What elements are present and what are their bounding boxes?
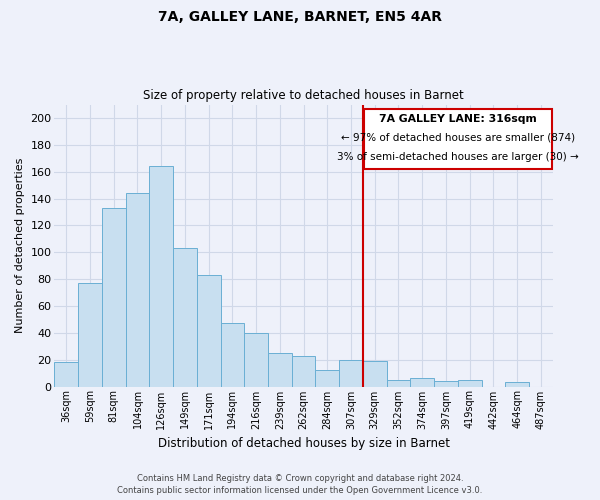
Bar (55, 362, 78, 386)
Text: 7A, GALLEY LANE, BARNET, EN5 4AR: 7A, GALLEY LANE, BARNET, EN5 4AR (158, 10, 442, 24)
Bar (292, 356, 316, 386)
Title: Size of property relative to detached houses in Barnet: Size of property relative to detached ho… (143, 89, 464, 102)
Text: ← 97% of detached houses are smaller (874): ← 97% of detached houses are smaller (87… (341, 133, 575, 143)
Bar (102, 208, 125, 386)
Bar (339, 360, 363, 386)
Bar (268, 353, 292, 386)
X-axis label: Distribution of detached houses by size in Barnet: Distribution of detached houses by size … (158, 437, 449, 450)
Bar (410, 378, 434, 386)
Bar (458, 380, 482, 386)
Bar (244, 333, 268, 386)
Text: Contains HM Land Registry data © Crown copyright and database right 2024.
Contai: Contains HM Land Registry data © Crown c… (118, 474, 482, 495)
Text: 7A GALLEY LANE: 316sqm: 7A GALLEY LANE: 316sqm (379, 114, 536, 124)
Bar (149, 166, 173, 386)
Bar (316, 370, 339, 386)
Bar (78, 283, 102, 387)
Bar (386, 380, 410, 386)
Bar (197, 275, 221, 386)
FancyBboxPatch shape (364, 108, 551, 169)
Y-axis label: Number of detached properties: Number of detached properties (15, 158, 25, 333)
Bar (363, 361, 386, 386)
Text: 3% of semi-detached houses are larger (30) →: 3% of semi-detached houses are larger (3… (337, 152, 578, 162)
Bar (505, 382, 529, 386)
Bar (221, 324, 244, 386)
Bar (434, 381, 458, 386)
Bar (173, 248, 197, 386)
Bar (125, 193, 149, 386)
